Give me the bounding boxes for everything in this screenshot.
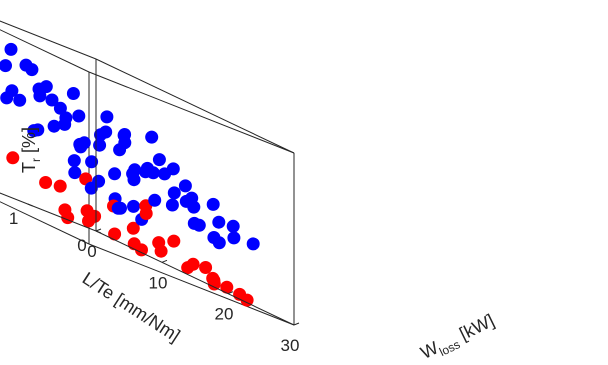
data-point [152, 153, 166, 167]
data-point [192, 218, 206, 232]
x-tick [293, 322, 300, 326]
data-point [148, 193, 162, 207]
data-point [165, 198, 179, 212]
data-point [127, 199, 140, 213]
x-tick-label: 10 [149, 273, 168, 292]
data-point [4, 42, 18, 56]
data-point [145, 130, 159, 144]
x-tick [161, 259, 168, 263]
data-point [108, 227, 122, 241]
data-point [206, 197, 220, 211]
data-point [166, 162, 180, 176]
data-point [77, 136, 91, 150]
data-point [39, 176, 53, 189]
data-point [227, 231, 241, 245]
y-tick [27, 203, 33, 207]
data-point [58, 203, 72, 217]
y-axis-line [0, 192, 97, 232]
data-point [100, 110, 114, 124]
data-point [212, 215, 226, 229]
data-point [135, 243, 148, 257]
data-point [240, 293, 254, 307]
data-point [246, 237, 260, 251]
data-point [152, 236, 166, 250]
box-edge [0, 201, 90, 245]
data-point [68, 166, 82, 180]
data-point [108, 167, 122, 181]
data-point [199, 261, 213, 274]
data-point [146, 166, 160, 180]
tick-labels: 01020300123010203040 [9, 203, 300, 355]
data-point [92, 174, 106, 188]
y-tick [95, 230, 102, 234]
data-point [99, 125, 113, 139]
data-point [185, 191, 199, 205]
data-point [85, 155, 99, 169]
data-point [111, 201, 125, 215]
z-axis-label: Tr [%] [19, 127, 43, 173]
x-tick [227, 291, 234, 295]
box-edge [0, 29, 90, 73]
data-point [220, 280, 234, 294]
data-point [13, 93, 27, 107]
data-point [58, 117, 72, 131]
data-point [186, 257, 200, 271]
x-tick-label: 0 [87, 242, 96, 261]
data-point [127, 173, 141, 187]
axes-box-front [0, 20, 295, 326]
x-tick [95, 228, 102, 232]
x-axis-label: Wloss [kW] [417, 310, 499, 360]
y-tick-label: 0 [77, 236, 86, 255]
data-point [212, 236, 226, 250]
data-point [207, 274, 221, 287]
data-point [45, 93, 59, 107]
data-point [53, 179, 67, 193]
data-point [39, 80, 53, 94]
data-point [128, 163, 142, 177]
data-point [72, 109, 86, 123]
data-point [0, 59, 12, 73]
data-points [0, 42, 260, 307]
data-point [53, 101, 67, 115]
box-edge [88, 243, 295, 326]
box-edge [95, 58, 295, 154]
x-tick-label: 20 [215, 305, 234, 324]
data-point [31, 123, 45, 137]
data-point [226, 219, 240, 233]
data-point [66, 87, 80, 100]
data-point [118, 128, 132, 141]
box-edge [88, 71, 295, 154]
data-point [126, 221, 140, 235]
data-point [47, 119, 61, 133]
data-point [178, 179, 192, 193]
box-edge [0, 20, 97, 60]
data-point [25, 63, 39, 77]
data-point [88, 209, 102, 223]
y-tick-label: 1 [9, 209, 18, 228]
y-axis-label: L/Te [mm/Nm] [79, 268, 184, 346]
data-point [67, 154, 81, 168]
data-point [5, 84, 19, 98]
data-point [33, 89, 47, 103]
data-point [6, 151, 20, 165]
data-point [167, 234, 181, 248]
x-tick-label: 30 [281, 336, 300, 355]
data-point [167, 186, 181, 200]
x-axis-line [95, 230, 295, 326]
